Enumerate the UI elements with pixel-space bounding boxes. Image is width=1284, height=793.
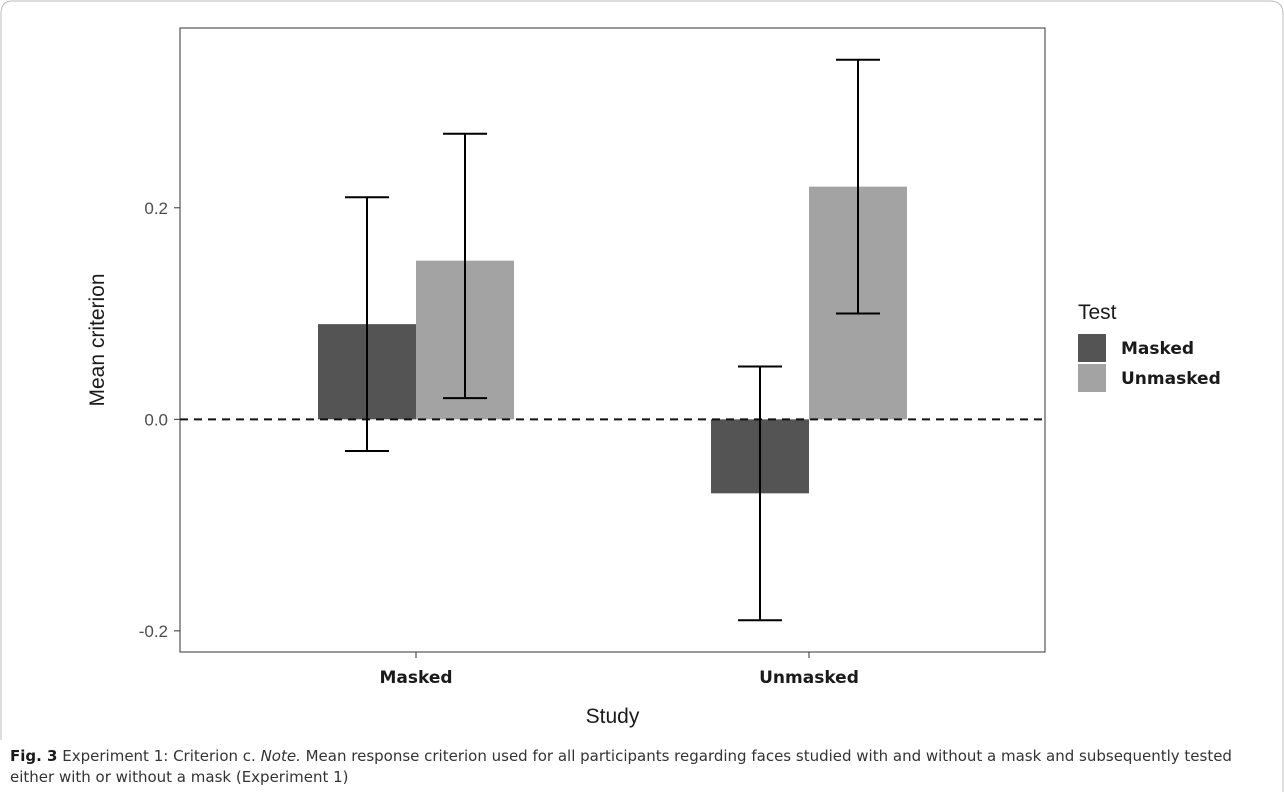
caption-note: Note.: [260, 747, 301, 765]
legend-title: Test: [1078, 301, 1117, 324]
y-axis-title: Mean criterion: [86, 273, 109, 406]
x-tick-label: Masked: [379, 668, 452, 688]
legend-label-unmasked: Unmasked: [1121, 369, 1221, 389]
y-tick-label: -0.2: [139, 622, 168, 641]
caption-label: Fig. 3: [10, 747, 58, 765]
y-tick-label: 0.2: [144, 199, 168, 218]
caption-text-1: Experiment 1: Criterion c.: [62, 747, 261, 765]
legend-swatch-unmasked: [1078, 364, 1106, 392]
legend-label-masked: Masked: [1121, 339, 1194, 359]
x-axis-title: Study: [586, 705, 640, 728]
bar-chart: -0.2 0.0 0.2 Masked Unmasked Study Mean criter…: [86, 27, 1221, 728]
legend-swatch-masked: [1078, 334, 1106, 362]
figure-caption: Fig. 3 Experiment 1: Criterion c. Note. …: [10, 746, 1270, 788]
plot-panel-border: [179, 27, 1046, 653]
x-tick-label: Unmasked: [759, 668, 859, 688]
caption-text-2: Mean response criterion used for all par…: [10, 747, 1232, 786]
y-tick-label: 0.0: [144, 410, 168, 429]
